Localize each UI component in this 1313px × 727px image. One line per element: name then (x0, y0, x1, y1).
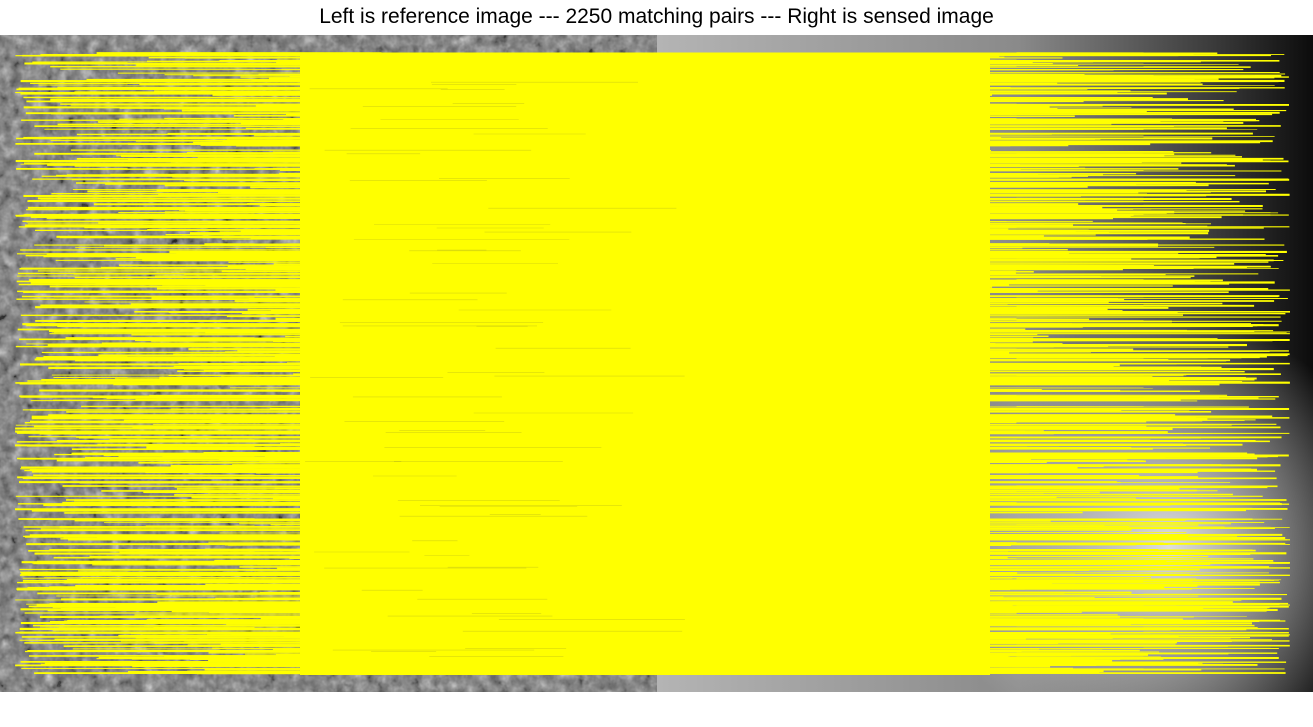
match-line (272, 151, 1174, 153)
match-line (138, 461, 1047, 464)
match-line (103, 454, 1144, 457)
match-line (35, 306, 1169, 309)
match-line (171, 609, 1267, 613)
match-line (259, 204, 1263, 208)
match-line (208, 222, 1186, 225)
match-line (18, 87, 1285, 89)
match-line (286, 362, 1248, 365)
match-line (16, 275, 1102, 278)
match-line (34, 152, 1175, 156)
match-line (109, 439, 1256, 442)
match-line (17, 272, 1016, 275)
match-line (255, 596, 1004, 599)
match-line (34, 224, 1045, 227)
match-line (170, 464, 1281, 467)
match-line (279, 169, 1282, 172)
match-line (221, 270, 1034, 273)
match-line (260, 617, 1183, 620)
match-line (162, 284, 991, 286)
match-line (39, 389, 1042, 392)
match-line (80, 159, 1263, 162)
match-line (221, 190, 1139, 194)
match-line (231, 193, 1290, 197)
match-line (41, 378, 1255, 382)
match-line (21, 572, 1018, 575)
match-line (23, 136, 1213, 140)
match-line (37, 591, 1065, 595)
match-line (226, 622, 1253, 625)
match-line (117, 72, 1280, 74)
match-line (57, 123, 1112, 126)
match-line (144, 624, 1131, 627)
match-line (250, 185, 1088, 189)
match-line (247, 308, 1108, 311)
match-line (254, 135, 1275, 137)
match-line (130, 302, 1223, 305)
match-line (25, 529, 1132, 532)
match-line (53, 377, 1213, 379)
match-line (49, 285, 993, 288)
match-line (187, 644, 1228, 647)
image-pair-svg (0, 35, 1313, 692)
match-line (50, 65, 1251, 68)
match-line (201, 197, 1055, 200)
match-line (219, 532, 1187, 534)
image-pair-canvas (0, 35, 1313, 692)
match-line (172, 549, 1253, 551)
match-line (151, 339, 1273, 342)
match-line (86, 78, 1219, 81)
match-line (22, 409, 1122, 411)
match-line (226, 316, 1281, 318)
match-line (200, 256, 1200, 259)
match-line (205, 583, 1260, 587)
match-lines (14, 52, 1291, 675)
match-line (159, 508, 1149, 510)
match-line (280, 212, 1167, 214)
match-line (183, 367, 1274, 371)
match-line (15, 142, 1144, 145)
match-line (54, 637, 1026, 641)
match-line (97, 120, 1161, 123)
match-line (235, 88, 1240, 90)
match-line (293, 379, 1050, 383)
match-line (28, 654, 1010, 657)
match-line (60, 597, 1282, 601)
match-line (142, 535, 1238, 538)
match-line (16, 298, 1125, 301)
match-line (81, 405, 1249, 408)
match-line (99, 615, 1247, 618)
match-line (20, 80, 1201, 83)
match-line (135, 398, 1276, 401)
match-line (231, 225, 1208, 228)
match-line (268, 77, 1275, 79)
match-line (19, 363, 1120, 367)
match-line (211, 417, 1195, 420)
figure-title: Left is reference image --- 2250 matchin… (319, 5, 994, 28)
match-line (40, 527, 1275, 530)
match-line (188, 656, 1221, 658)
